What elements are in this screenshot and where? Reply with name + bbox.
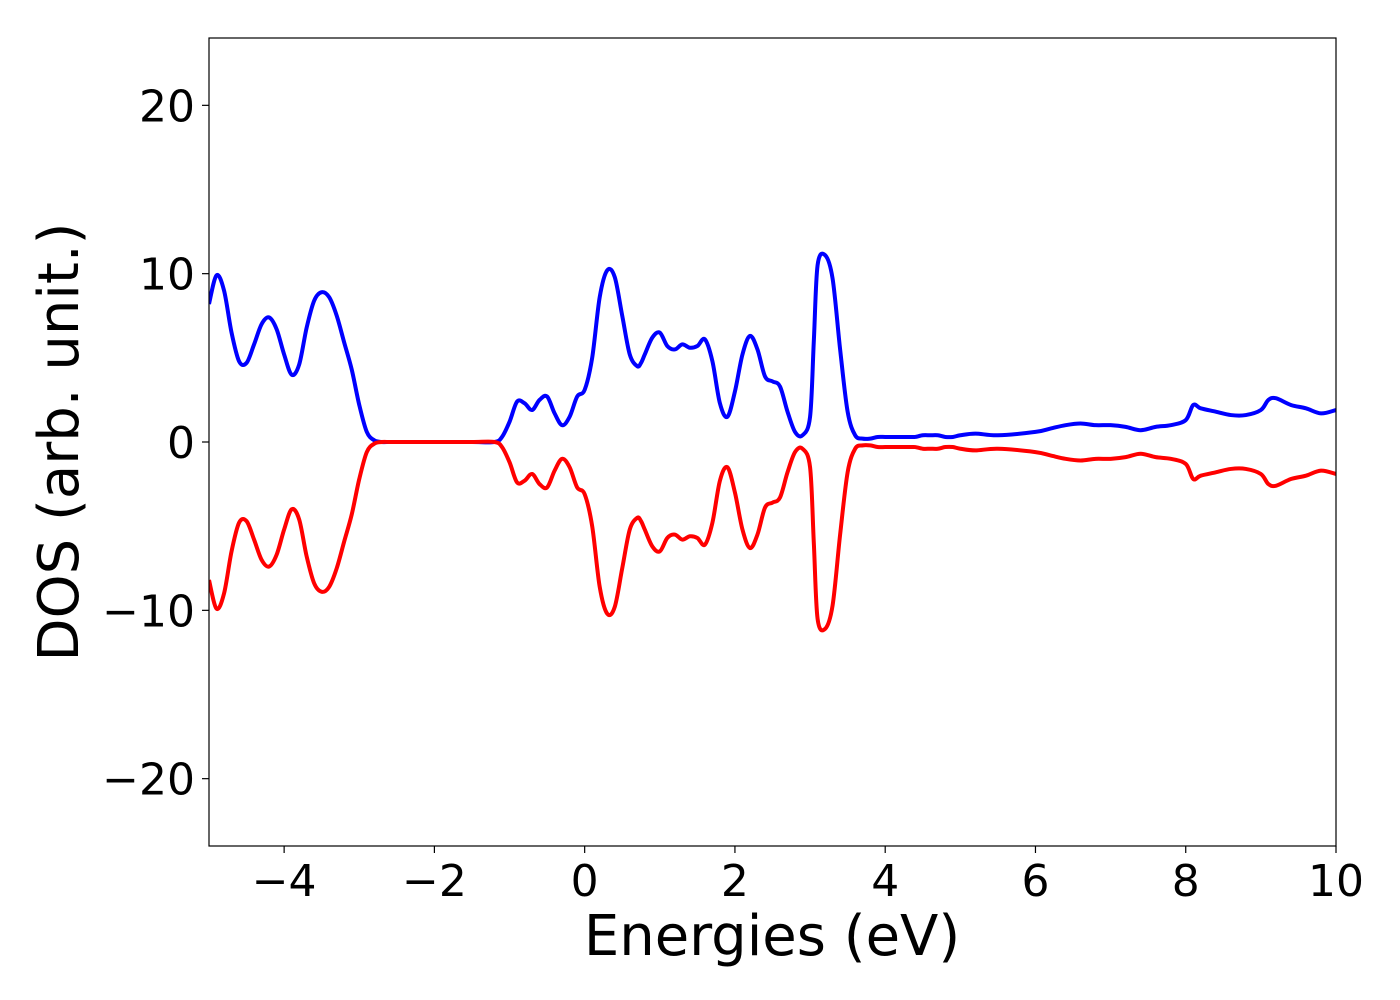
x-axis-label: Energies (eV) [584, 904, 960, 969]
x-tick-label: −2 [402, 856, 467, 907]
y-tick-label: 10 [139, 250, 195, 301]
x-tick-label: −4 [252, 856, 317, 907]
y-axis: −20 −10 0 10 20 [102, 81, 209, 806]
y-tick-label: 20 [139, 81, 195, 132]
x-tick-label: 10 [1308, 856, 1364, 907]
x-tick-label: 2 [721, 856, 749, 907]
x-tick-label: 8 [1172, 856, 1200, 907]
y-axis-label: DOS (arb. unit.) [27, 222, 92, 661]
y-tick-label: 0 [167, 418, 195, 469]
x-tick-label: 6 [1021, 856, 1049, 907]
x-tick-label: 0 [571, 856, 599, 907]
series-line-0 [209, 251, 1336, 445]
x-tick-label: 4 [871, 856, 899, 907]
x-axis: −4 −2 0 2 4 6 8 10 [252, 846, 1364, 907]
series-layer [209, 251, 1336, 633]
y-tick-label: −20 [102, 755, 195, 806]
y-tick-label: −10 [102, 586, 195, 637]
series-line-1 [209, 439, 1336, 633]
